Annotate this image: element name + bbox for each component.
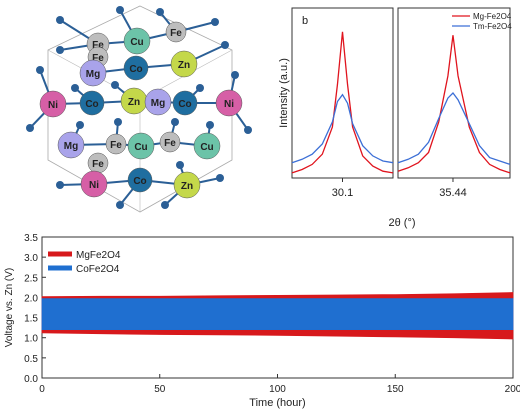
atom-label: Cu	[130, 37, 143, 48]
atom-label: Zn	[181, 181, 193, 192]
atom	[79, 59, 107, 87]
atom-label: Fe	[92, 40, 104, 51]
atom	[105, 133, 127, 155]
atom-label: Mg	[86, 69, 100, 80]
atom-label: Fe	[170, 28, 182, 39]
x-tick-label: 30.1	[332, 187, 353, 199]
atom	[193, 132, 221, 160]
oxygen-atom	[206, 121, 214, 129]
x-tick-label: 100	[269, 384, 286, 395]
atom	[173, 171, 201, 199]
oxygen-atom	[56, 16, 64, 24]
atom	[159, 131, 181, 153]
oxygen-atom	[216, 174, 224, 182]
voltage-band	[41, 298, 514, 331]
xrd-line	[397, 92, 511, 166]
x-tick-label: 35.44	[439, 187, 467, 199]
atom	[57, 131, 85, 159]
oxygen-atom	[114, 118, 122, 126]
xrd-line	[291, 93, 394, 164]
oxygen-atom	[221, 41, 229, 49]
oxygen-atom	[76, 121, 84, 129]
legend-label: MgFe2O4	[76, 250, 121, 261]
atom-label: Cu	[134, 142, 147, 153]
y-tick-label: 1.0	[24, 334, 38, 345]
atom-label: Co	[85, 99, 98, 110]
oxygen-atom	[36, 66, 44, 74]
y-tick-label: 1.5	[24, 314, 38, 325]
voltage-chart: 0.0 0.5 1.0 1.5 2.0 2.5 3.0 3.5 0 50 100 150 200 MgFe…	[4, 233, 520, 409]
xrd-chart: 30.1 35.44 b 2θ (°) Intensity (a.u.) Mg-Fe2O4…	[278, 7, 512, 229]
oxygen-atom	[211, 18, 219, 26]
y-axis-label: Voltage vs. Zn (V)	[4, 268, 15, 347]
atom-label: Fe	[110, 140, 122, 151]
oxygen-atom	[71, 84, 79, 92]
atom	[215, 89, 243, 117]
atom-label: Fe	[92, 53, 104, 64]
oxygen-atom	[26, 124, 34, 132]
y-tick-label: 0.5	[24, 354, 38, 365]
y-tick-label: 3.0	[24, 253, 38, 264]
oxygen-atom	[56, 46, 64, 54]
x-tick-label: 50	[154, 384, 166, 395]
oxygen-atom	[231, 71, 239, 79]
y-tick-label: 2.5	[24, 273, 38, 284]
atom	[39, 90, 67, 118]
x-axis-label: Time (hour)	[249, 397, 305, 409]
y-axis-label: Intensity (a.u.)	[278, 58, 290, 128]
crystal-structure: Fe Cu Fe Fe Mg Co Zn Ni Co Zn Mg Co Ni Mg Fe Cu Fe Cu Fe Ni…	[26, 5, 252, 213]
atom-label: Mg	[151, 98, 165, 109]
oxygen-atom	[56, 181, 64, 189]
x-tick-label: 0	[39, 384, 45, 395]
oxygen-atom	[161, 201, 169, 209]
oxygen-atom	[244, 126, 252, 134]
atom-label: Cu	[200, 142, 213, 153]
atom	[123, 55, 149, 81]
atom	[127, 132, 155, 160]
atom	[165, 21, 187, 43]
atom-label: Zn	[178, 60, 190, 71]
y-tick-label: 3.5	[24, 233, 38, 244]
atom-label: Co	[129, 64, 142, 75]
oxygen-atom	[171, 118, 179, 126]
oxygen-atom	[176, 161, 184, 169]
panel-frame	[397, 7, 511, 179]
xrd-line	[291, 31, 394, 174]
atom-label: Co	[133, 176, 146, 187]
atom	[172, 90, 198, 116]
oxygen-atom	[111, 81, 119, 89]
oxygen-atom	[156, 8, 164, 16]
atom	[80, 170, 108, 198]
atom	[144, 88, 172, 116]
legend-label: Mg-Fe2O4	[473, 12, 512, 21]
atom	[170, 50, 198, 78]
oxygen-atom	[196, 84, 204, 92]
panel-label: b	[302, 15, 308, 27]
atom-label: Ni	[48, 100, 58, 111]
atom	[123, 27, 151, 55]
atom-label: Ni	[224, 99, 234, 110]
atom-label: Fe	[164, 138, 176, 149]
y-tick-label: 0.0	[24, 374, 38, 385]
atom-label: Co	[178, 99, 191, 110]
atom	[79, 90, 105, 116]
atom-label: Fe	[92, 159, 104, 170]
atom-label: Mg	[64, 141, 78, 152]
oxygen-atom	[116, 201, 124, 209]
x-axis-label: 2θ (°)	[388, 217, 415, 229]
legend-label: Tm-Fe2O4	[473, 22, 512, 31]
atom-label: Ni	[89, 180, 99, 191]
x-tick-label: 150	[387, 384, 404, 395]
x-tick-label: 200	[505, 384, 520, 395]
xrd-line	[397, 35, 511, 174]
atom-label: Zn	[128, 97, 140, 108]
y-tick-label: 2.0	[24, 293, 38, 304]
oxygen-atom	[116, 6, 124, 14]
legend-label: CoFe2O4	[76, 264, 120, 275]
atom	[127, 167, 153, 193]
